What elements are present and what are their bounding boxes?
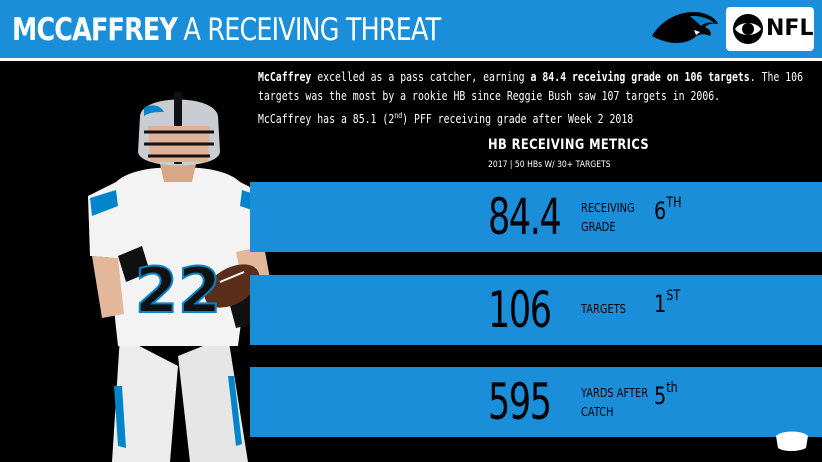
metrics-title: HB RECEIVING METRICS [488, 137, 650, 153]
metric-row-receiving-grade: 84.4 RECEIVING GRADE 6TH [250, 182, 822, 252]
description-line-2: targets was the most by a rookie HB sinc… [258, 89, 721, 103]
metric-value: 595 [488, 373, 552, 431]
cbs-eye-icon [733, 14, 763, 44]
pff-corner-icon [776, 431, 808, 451]
page-title: MCCAFFREY A RECEIVING THREAT [12, 10, 442, 50]
metrics-subtitle: 2017 | 50 HBs W/ 30+ TARGETS [488, 160, 611, 170]
player-photo: 22 [88, 92, 274, 462]
metric-rank: 6TH [654, 195, 682, 225]
metric-row-yards-after-catch: 595 YARDS AFTER CATCH 5th [250, 367, 822, 437]
description-line-3: McCaffrey has a 85.1 (2nd) PFF receiving… [258, 111, 634, 126]
network-label: NFL [766, 16, 814, 41]
metric-label: TARGETS [581, 302, 626, 316]
metric-row-targets: 106 TARGETS 1ST [250, 275, 822, 345]
title-subtitle: A RECEIVING THREAT [183, 12, 442, 48]
header-divider [0, 58, 822, 61]
metric-rank: 5th [654, 380, 678, 410]
jersey-number: 22 [135, 254, 221, 327]
description-line-1: McCaffrey excelled as a pass catcher, ea… [258, 70, 804, 84]
header-bar: MCCAFFREY A RECEIVING THREAT NFL [0, 0, 822, 58]
metric-value: 106 [488, 281, 552, 339]
metric-value: 84.4 [488, 188, 562, 246]
metric-rank: 1ST [654, 288, 681, 318]
title-player-name: MCCAFFREY [12, 12, 178, 48]
metric-label: YARDS AFTER CATCH [581, 386, 649, 419]
panthers-logo-icon [652, 12, 718, 43]
description-text: McCaffrey excelled as a pass catcher, ea… [258, 68, 818, 129]
cbs-nfl-logo: NFL [726, 7, 814, 51]
metric-label: RECEIVING GRADE [581, 201, 635, 234]
